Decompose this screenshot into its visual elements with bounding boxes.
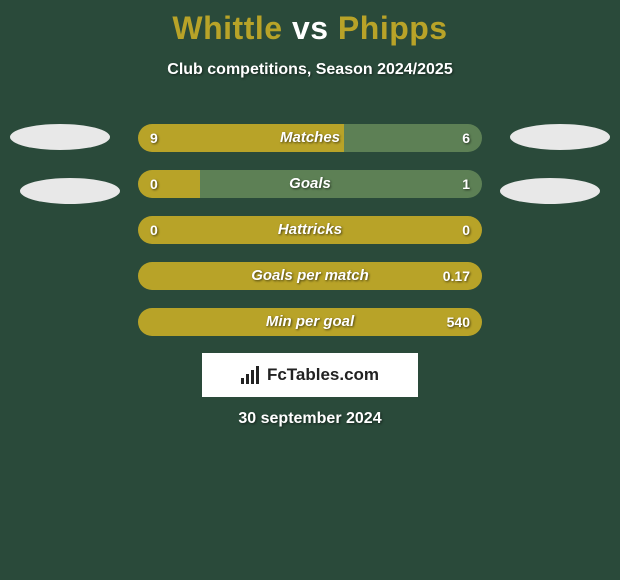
stat-row: Goals0 1 — [138, 170, 482, 198]
player1-name: Whittle — [172, 10, 282, 46]
stat-value-player2: 0 — [462, 216, 470, 244]
logo-bars-icon — [241, 366, 263, 384]
comparison-title: Whittle vs Phipps — [0, 0, 620, 47]
stat-row: Hattricks0 0 — [138, 216, 482, 244]
stat-label: Min per goal — [138, 308, 482, 336]
logo-text: FcTables.com — [267, 365, 379, 385]
stat-value-player2: 0.17 — [443, 262, 470, 290]
fctables-logo: FcTables.com — [202, 353, 418, 397]
stat-value-player2: 540 — [447, 308, 470, 336]
stat-label: Goals — [138, 170, 482, 198]
stat-value-player2: 6 — [462, 124, 470, 152]
stat-value-player1: 0 — [150, 170, 158, 198]
subtitle: Club competitions, Season 2024/2025 — [0, 61, 620, 79]
stat-row: Matches9 6 — [138, 124, 482, 152]
stat-label: Matches — [138, 124, 482, 152]
stat-value-player1: 9 — [150, 124, 158, 152]
stat-row: Min per goal540 — [138, 308, 482, 336]
player2-photo-placeholder-bottom — [500, 178, 600, 204]
player2-name: Phipps — [338, 10, 448, 46]
player2-photo-placeholder-top — [510, 124, 610, 150]
comparison-bars: Matches96Goals01Hattricks00Goals per mat… — [138, 124, 482, 354]
player1-photo-placeholder-bottom — [20, 178, 120, 204]
stat-row: Goals per match0.17 — [138, 262, 482, 290]
stat-label: Hattricks — [138, 216, 482, 244]
vs-text: vs — [292, 10, 329, 46]
player1-photo-placeholder-top — [10, 124, 110, 150]
stat-value-player1: 0 — [150, 216, 158, 244]
stat-value-player2: 1 — [462, 170, 470, 198]
stat-label: Goals per match — [138, 262, 482, 290]
snapshot-date: 30 september 2024 — [0, 410, 620, 428]
